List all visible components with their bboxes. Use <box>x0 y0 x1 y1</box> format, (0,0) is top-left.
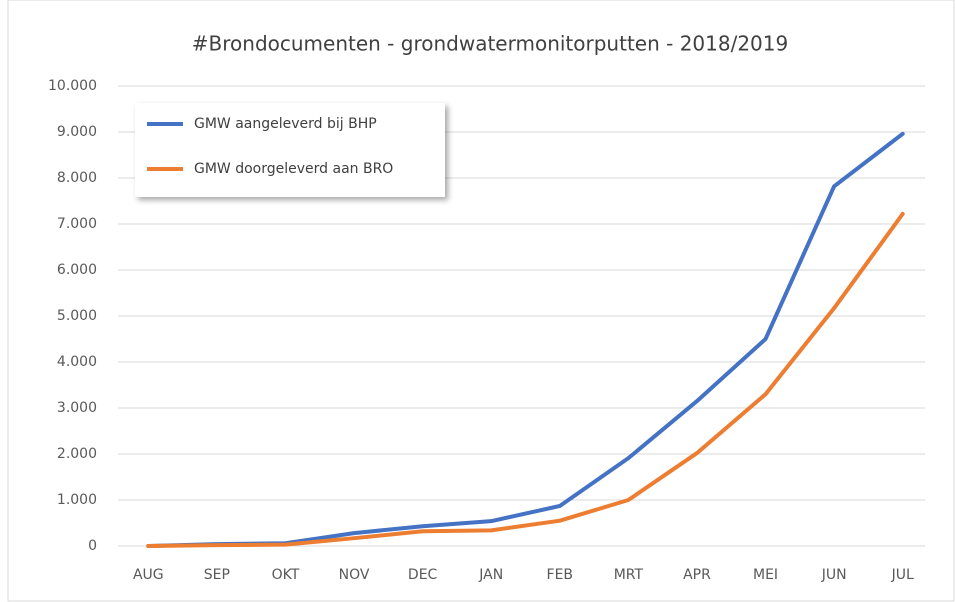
y-tick-label: 7.000 <box>57 216 97 232</box>
y-tick-label: 9.000 <box>57 124 97 140</box>
y-tick-label: 0 <box>88 538 97 554</box>
chart-frame <box>7 0 955 602</box>
x-tick-label: FEB <box>547 567 574 583</box>
x-tick-label: AUG <box>133 567 164 583</box>
x-tick-label: APR <box>683 567 711 583</box>
legend-box <box>135 103 445 197</box>
x-tick-label: OKT <box>272 567 300 583</box>
y-tick-label: 4.000 <box>57 354 97 370</box>
series-line <box>146 211 905 548</box>
x-tick-label: JUL <box>891 567 914 583</box>
y-tick-label: 1.000 <box>57 492 97 508</box>
chart-title: #Brondocumenten - grondwatermonitorputte… <box>192 32 788 56</box>
y-tick-label: 8.000 <box>57 170 97 186</box>
legend: GMW aangeleverd bij BHP GMW doorgeleverd … <box>135 103 445 197</box>
x-tick-label: MEI <box>753 567 778 583</box>
x-tick-label: DEC <box>408 567 438 583</box>
x-tick-label: SEP <box>204 567 230 583</box>
y-tick-label: 6.000 <box>57 262 97 278</box>
x-tick-label: NOV <box>339 567 370 583</box>
x-tick-label: MRT <box>614 567 644 583</box>
legend-label: GMW aangeleverd bij BHP <box>194 116 377 132</box>
x-tick-label: JUN <box>821 567 847 583</box>
legend-label: GMW doorgeleverd aan BRO <box>194 161 393 177</box>
x-tick-label: JAN <box>478 567 503 583</box>
y-tick-label: 2.000 <box>57 446 97 462</box>
y-tick-label: 10.000 <box>48 78 97 94</box>
y-tick-label: 5.000 <box>57 308 97 324</box>
y-tick-label: 3.000 <box>57 400 97 416</box>
